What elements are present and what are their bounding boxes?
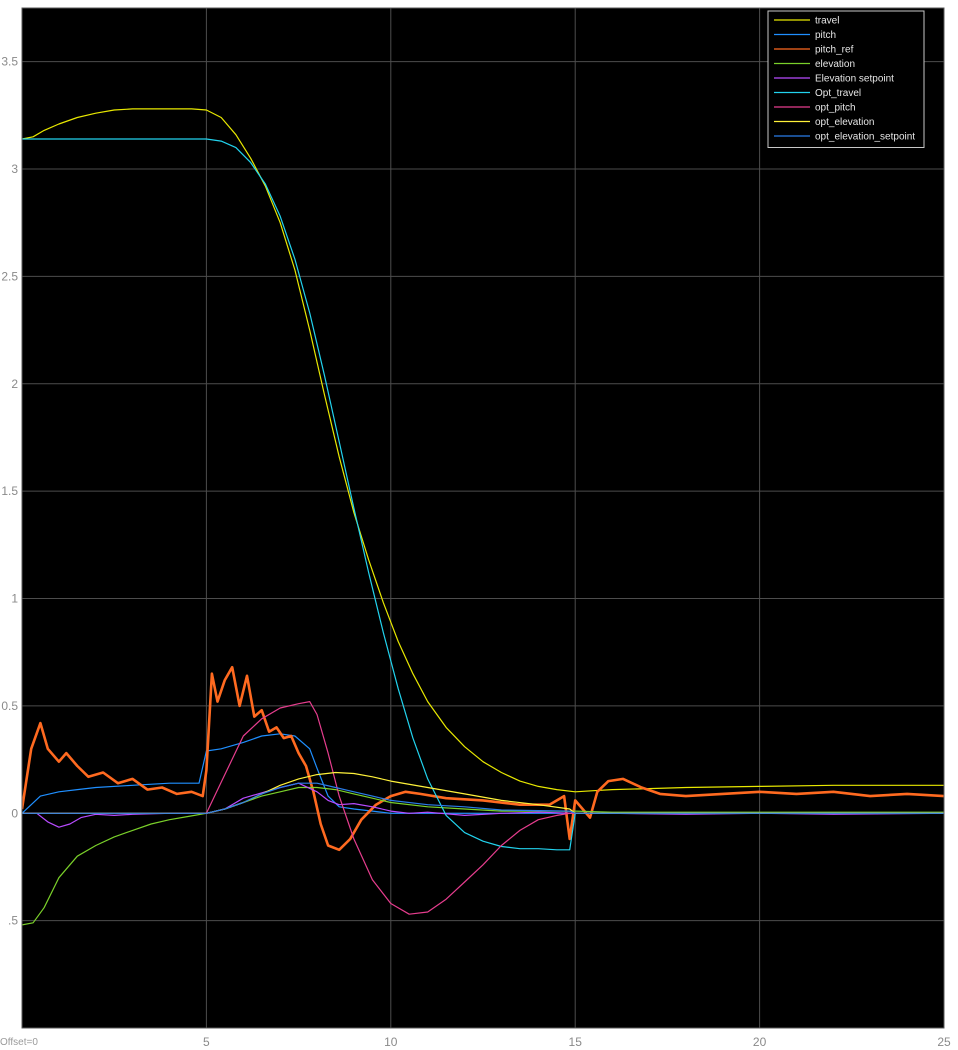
y-tick-label: 0 xyxy=(11,806,18,820)
plot-area xyxy=(22,8,944,1028)
plot-border xyxy=(21,7,945,1029)
tick-labels: 5 10 15 20 25 .5 0 0.5 1 1.5 2 2.5 3 3.5 xyxy=(1,55,951,1049)
x-tick-label: 10 xyxy=(384,1035,398,1049)
offset-label: Offset=0 xyxy=(0,1037,38,1048)
y-tick-label: 2 xyxy=(11,377,18,391)
legend-item-label[interactable]: pitch xyxy=(815,30,836,41)
x-tick-label: 5 xyxy=(203,1035,210,1049)
series-opt-pitch-line xyxy=(22,700,944,915)
legend[interactable]: travel pitch pitch_ref elevation Elevation s… xyxy=(767,10,925,148)
grid xyxy=(22,8,945,1028)
y-tick-label: 1 xyxy=(11,592,18,606)
y-tick-label: 1.5 xyxy=(1,484,18,498)
y-tick-label: 3 xyxy=(11,162,18,176)
x-tick-label: 20 xyxy=(753,1035,767,1049)
legend-item-label[interactable]: opt_elevation_setpoint xyxy=(815,132,915,143)
y-tick-label: .5 xyxy=(8,914,18,928)
y-tick-label: 3.5 xyxy=(1,55,18,69)
series-opt-elevation-setpoint-line xyxy=(22,782,944,814)
y-tick-label: 2.5 xyxy=(1,269,18,283)
legend-item-label[interactable]: Elevation setpoint xyxy=(815,74,894,85)
x-tick-label: 25 xyxy=(937,1035,951,1049)
legend-item-label[interactable]: Opt_travel xyxy=(815,88,861,99)
legend-box xyxy=(767,10,925,148)
series-travel-line xyxy=(22,108,944,793)
series-lines xyxy=(22,108,944,926)
legend-item-label[interactable]: elevation xyxy=(815,59,855,70)
legend-item-label[interactable]: opt_elevation xyxy=(815,117,875,128)
legend-item-label[interactable]: opt_pitch xyxy=(815,103,856,114)
legend-item-label[interactable]: travel xyxy=(815,16,839,27)
y-tick-label: 0.5 xyxy=(1,699,18,713)
series-opt-travel-line xyxy=(22,138,944,851)
x-tick-label: 15 xyxy=(569,1035,583,1049)
series-pitch-ref-line xyxy=(22,665,944,852)
series-elevation-line xyxy=(22,786,944,926)
legend-item-label[interactable]: pitch_ref xyxy=(815,45,854,56)
